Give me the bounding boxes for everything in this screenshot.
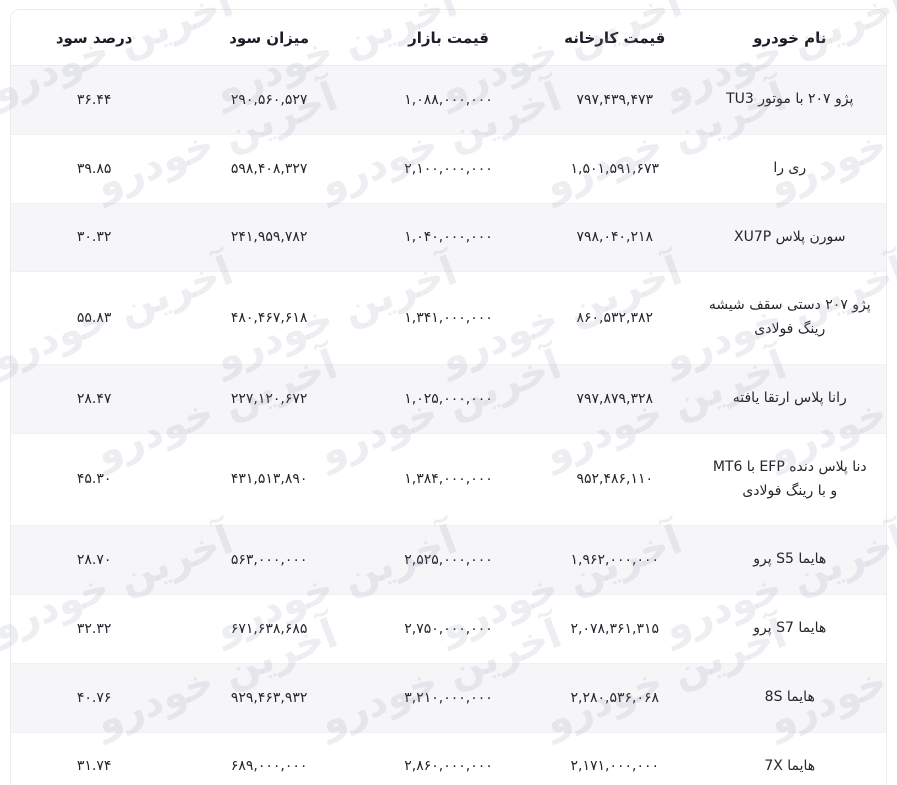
table-row: سورن پلاس XU7P ۷۹۸,۰۴۰,۲۱۸ ۱,۰۴۰,۰۰۰,۰۰۰… — [11, 203, 886, 272]
cell-factory-price: ۲,۲۸۰,۵۳۶,۰۶۸ — [570, 689, 660, 706]
cell-factory-price: ۲,۱۷۱,۰۰۰,۰۰۰ — [570, 758, 660, 775]
car-price-table-card: نام خودرو قیمت کارخانه قیمت بازار میزان … — [10, 9, 887, 785]
table-row: پژو ۲۰۷ با موتور TU3 ۷۹۷,۴۳۹,۴۷۳ ۱,۰۸۸,۰… — [11, 65, 887, 135]
cell-profit-amount: ۴۳۱,۵۱۳,۸۹۰ — [230, 471, 308, 488]
cell-profit-amount: ۲۲۷,۱۲۰,۶۷۲ — [230, 390, 308, 407]
cell-market-price: ۲,۱۰۰,۰۰۰,۰۰۰ — [404, 160, 493, 177]
cell-car-name: پژو ۲۰۷ با موتور TU3 — [694, 66, 887, 135]
cell-factory-price: ۷۹۷,۴۳۹,۴۷۳ — [576, 91, 654, 108]
cell-market-price: ۱,۰۴۰,۰۰۰,۰۰۰ — [404, 229, 493, 246]
cell-profit-percent: ۳۱.۷۴ — [76, 758, 112, 775]
cell-profit-percent: ۳۰.۳۲ — [76, 229, 112, 246]
cell-profit-percent: ۲۸.۷۰ — [76, 552, 112, 569]
cell-profit-amount: ۶۸۹,۰۰۰,۰۰۰ — [230, 758, 308, 775]
table-body: پژو ۲۰۷ با موتور TU3 ۷۹۷,۴۳۹,۴۷۳ ۱,۰۸۸,۰… — [11, 65, 887, 785]
cell-profit-percent: ۳۲.۳۲ — [76, 620, 112, 637]
cell-factory-price: ۷۹۷,۸۷۹,۳۲۸ — [576, 390, 654, 407]
car-price-table: نام خودرو قیمت کارخانه قیمت بازار میزان … — [11, 10, 886, 785]
car-name-text: هایما S7 پرو — [753, 620, 827, 637]
car-name-text: هایما 7X — [764, 757, 816, 774]
cell-market-price: ۱,۰۸۸,۰۰۰,۰۰۰ — [404, 91, 493, 108]
cell-market-price: ۱,۳۸۴,۰۰۰,۰۰۰ — [404, 471, 493, 488]
cell-car-name: هایما 7X — [694, 732, 887, 785]
cell-factory-price: ۲,۰۷۸,۳۶۱,۳۱۵ — [570, 620, 660, 637]
cell-market-price: ۱,۰۲۵,۰۰۰,۰۰۰ — [404, 390, 493, 407]
table-row: هایما S7 پرو ۲,۰۷۸,۳۶۱,۳۱۵ ۲,۷۵۰,۰۰۰,۰۰۰… — [11, 594, 887, 664]
car-name-text: رانا پلاس ارتقا یافته — [732, 389, 847, 406]
cell-factory-price: ۹۵۲,۴۸۶,۱۱۰ — [576, 471, 654, 488]
cell-profit-percent: ۴۵.۳۰ — [76, 471, 112, 488]
cell-profit-percent: ۴۰.۷۶ — [76, 689, 112, 706]
cell-factory-price: ۱,۹۶۲,۰۰۰,۰۰۰ — [570, 552, 660, 569]
cell-profit-amount: ۶۷۱,۶۳۸,۶۸۵ — [230, 620, 308, 637]
cell-market-price: ۲,۸۶۰,۰۰۰,۰۰۰ — [404, 758, 493, 775]
cell-market-price: ۲,۵۲۵,۰۰۰,۰۰۰ — [404, 552, 493, 569]
cell-car-name: هایما S5 پرو — [694, 526, 887, 595]
cell-market-price: ۱,۳۴۱,۰۰۰,۰۰۰ — [404, 309, 493, 326]
car-name-text: دنا پلاس دنده EFP با MT6 و با رینگ فولاد… — [712, 458, 867, 499]
car-name-text: ری را — [773, 159, 807, 176]
car-name-text: پژو ۲۰۷ با موتور TU3 — [726, 91, 854, 107]
cell-car-name: رانا پلاس ارتقا یافته — [694, 364, 887, 433]
cell-car-name: سورن پلاس XU7P — [694, 203, 887, 272]
cell-car-name: پژو ۲۰۷ دستی سقف شیشه رینگ فولادی — [694, 272, 887, 365]
column-header-car-name: نام خودرو — [693, 10, 886, 66]
cell-profit-percent: ۵۵.۸۳ — [76, 309, 112, 326]
table-row: هایما S5 پرو ۱,۹۶۲,۰۰۰,۰۰۰ ۲,۵۲۵,۰۰۰,۰۰۰… — [11, 525, 887, 595]
cell-car-name: هایما S7 پرو — [694, 595, 887, 664]
cell-profit-amount: ۴۸۰,۴۶۷,۶۱۸ — [230, 309, 308, 326]
cell-car-name: هایما 8S — [694, 663, 887, 732]
cell-profit-percent: ۳۹.۸۵ — [76, 160, 112, 177]
column-header-profit-amount: میزان سود — [177, 10, 361, 66]
cell-profit-amount: ۵۶۳,۰۰۰,۰۰۰ — [230, 552, 308, 569]
cell-factory-price: ۱,۵۰۱,۵۹۱,۶۷۳ — [570, 160, 660, 177]
cell-car-name: دنا پلاس دنده EFP با MT6 و با رینگ فولاد… — [694, 433, 887, 526]
cell-profit-amount: ۲۴۱,۹۵۹,۷۸۲ — [230, 229, 308, 246]
table-row: رانا پلاس ارتقا یافته ۷۹۷,۸۷۹,۳۲۸ ۱,۰۲۵,… — [11, 364, 887, 434]
car-name-text: سورن پلاس XU7P — [734, 228, 846, 245]
cell-factory-price: ۸۶۰,۵۳۲,۳۸۲ — [576, 309, 654, 326]
car-name-text: هایما 8S — [764, 688, 815, 705]
column-header-factory-price: قیمت کارخانه — [536, 10, 694, 66]
table-row: پژو ۲۰۷ دستی سقف شیشه رینگ فولادی ۸۶۰,۵۳… — [11, 271, 887, 365]
table-row: هایما 8S ۲,۲۸۰,۵۳۶,۰۶۸ ۳,۲۱۰,۰۰۰,۰۰۰ ۹۲۹… — [11, 663, 887, 733]
cell-car-name: ری را — [694, 134, 887, 203]
header-row: نام خودرو قیمت کارخانه قیمت بازار میزان … — [11, 10, 886, 66]
cell-market-price: ۲,۷۵۰,۰۰۰,۰۰۰ — [404, 620, 493, 637]
cell-profit-percent: ۲۸.۴۷ — [76, 390, 112, 407]
cell-profit-amount: ۹۲۹,۴۶۳,۹۳۲ — [230, 689, 308, 706]
table-row: هایما 7X ۲,۱۷۱,۰۰۰,۰۰۰ ۲,۸۶۰,۰۰۰,۰۰۰ ۶۸۹… — [11, 732, 886, 785]
table-row: ری را ۱,۵۰۱,۵۹۱,۶۷۳ ۲,۱۰۰,۰۰۰,۰۰۰ ۵۹۸,۴۰… — [11, 134, 887, 204]
car-name-text: پژو ۲۰۷ دستی سقف شیشه رینگ فولادی — [708, 297, 871, 338]
table-header: نام خودرو قیمت کارخانه قیمت بازار میزان … — [11, 10, 886, 66]
cell-profit-percent: ۳۶.۴۴ — [76, 91, 112, 108]
cell-market-price: ۳,۲۱۰,۰۰۰,۰۰۰ — [404, 689, 493, 706]
cell-profit-amount: ۲۹۰,۵۶۰,۵۲۷ — [230, 91, 308, 108]
column-header-market-price: قیمت بازار — [361, 10, 536, 66]
column-header-profit-percent: درصد سود — [11, 10, 178, 66]
table-row: دنا پلاس دنده EFP با MT6 و با رینگ فولاد… — [11, 433, 886, 526]
cell-profit-amount: ۵۹۸,۴۰۸,۳۲۷ — [230, 160, 308, 177]
car-name-text: هایما S5 پرو — [753, 551, 827, 568]
cell-factory-price: ۷۹۸,۰۴۰,۲۱۸ — [576, 229, 654, 246]
